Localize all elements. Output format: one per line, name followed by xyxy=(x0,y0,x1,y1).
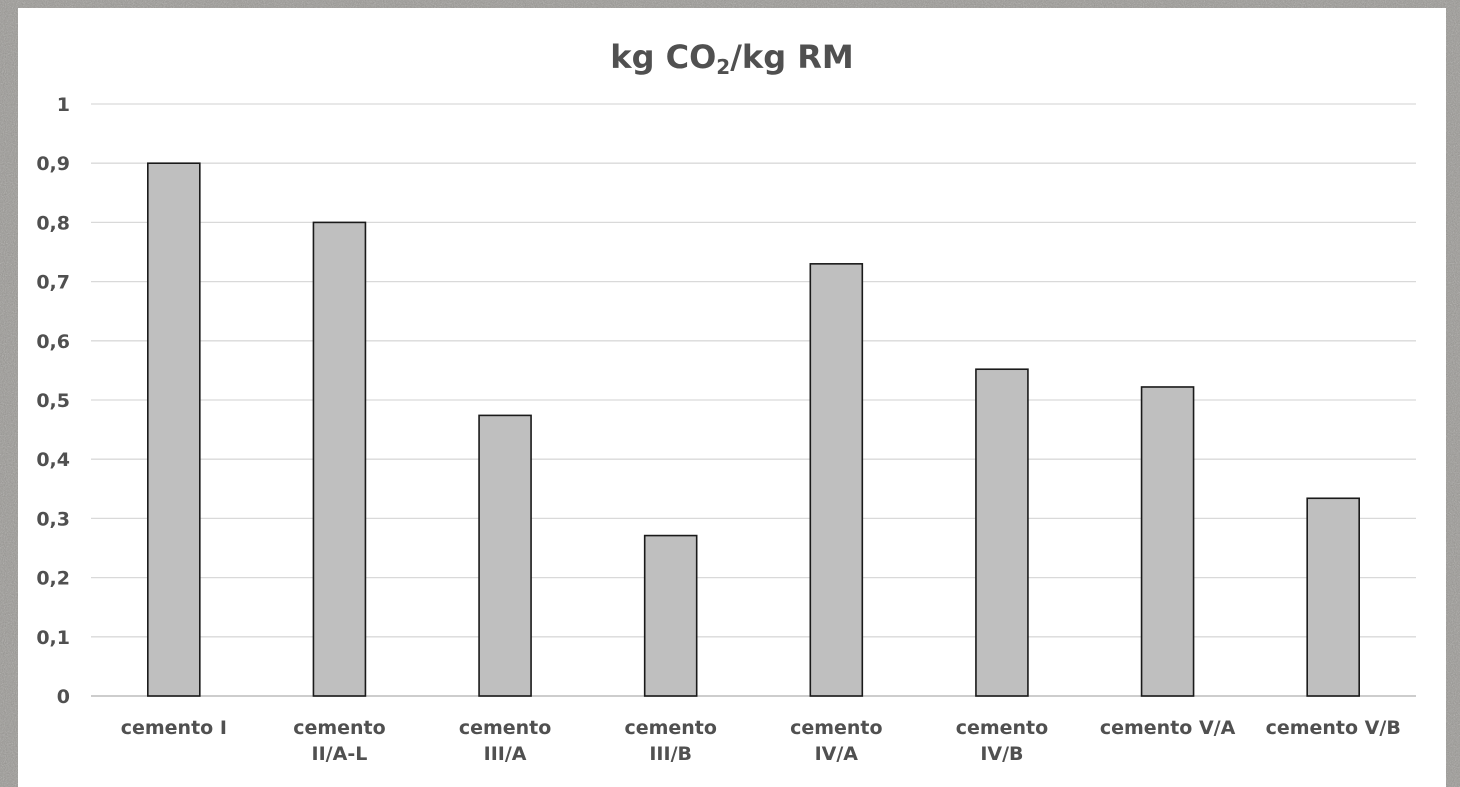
bar xyxy=(1306,497,1360,697)
x-axis-ticks: cemento I cemento II/A-L cemento III/A cement… xyxy=(121,717,1401,765)
bar xyxy=(643,534,698,697)
x-tick-label: cemento II/A-L xyxy=(293,717,386,765)
y-axis-ticks: 0 0,1 0,2 0,3 0,4 0,5 0,6 0,7 0,8 0,9 1 xyxy=(36,94,70,708)
bar xyxy=(478,414,532,697)
y-tick-label: 0 xyxy=(57,686,70,708)
y-tick-label: 0,1 xyxy=(36,627,70,649)
x-tick-label: cemento V/A xyxy=(1100,717,1236,739)
x-tick-label: cemento IV/B xyxy=(956,717,1049,765)
x-tick-label: cemento III/B xyxy=(624,717,717,765)
bar xyxy=(312,221,367,697)
grid-layer xyxy=(91,103,1416,697)
x-tick-label: cemento IV/A xyxy=(790,717,883,765)
y-tick-label: 0,3 xyxy=(36,508,70,530)
bar xyxy=(809,263,864,697)
y-tick-label: 0,2 xyxy=(36,568,70,590)
y-tick-label: 0,8 xyxy=(36,212,70,234)
chart-title-prefix: kg CO xyxy=(610,38,717,76)
chart-title-suffix: /kg RM xyxy=(730,38,854,76)
bar xyxy=(975,368,1029,697)
y-tick-label: 0,5 xyxy=(36,390,70,412)
y-tick-label: 1 xyxy=(57,94,70,116)
bar xyxy=(1140,386,1195,697)
bars xyxy=(147,162,1360,697)
y-tick-label: 0,4 xyxy=(36,449,70,471)
bar xyxy=(147,162,201,697)
x-tick-label: cemento I xyxy=(121,717,227,739)
chart-title-subscript: 2 xyxy=(716,55,731,79)
y-tick-label: 0,7 xyxy=(36,272,70,294)
y-tick-label: 0,6 xyxy=(36,331,70,353)
y-tick-label: 0,9 xyxy=(36,153,70,175)
chart-title: kg CO2/kg RM xyxy=(18,38,1446,79)
x-tick-label: cemento III/A xyxy=(459,717,552,765)
x-tick-label: cemento V/B xyxy=(1266,717,1401,739)
chart-panel: kg CO2/kg RM 0 0,1 0,2 0,3 0,4 0,5 0,6 0,7 0,8 0,… xyxy=(18,8,1446,787)
